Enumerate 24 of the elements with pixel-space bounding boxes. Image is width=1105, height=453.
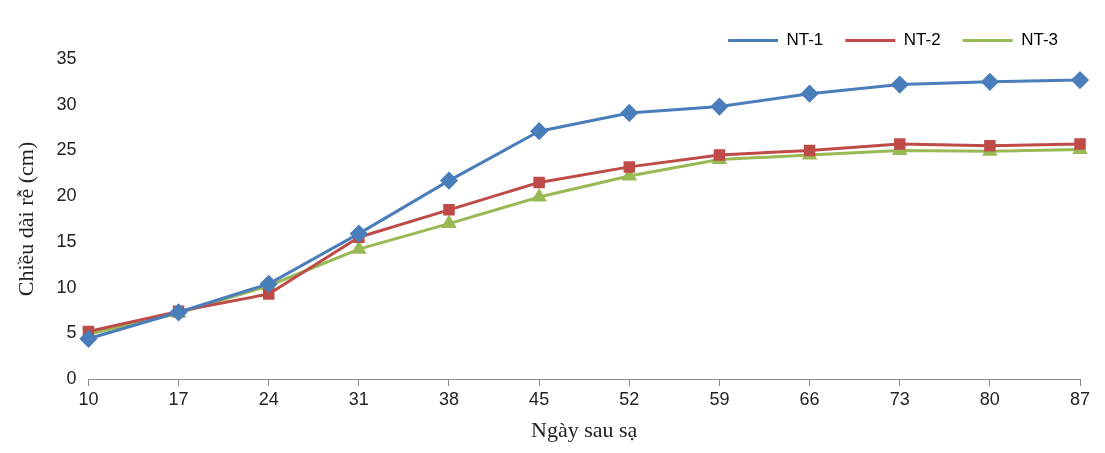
x-tick-label: 80 xyxy=(979,388,1000,409)
x-tick-label: 24 xyxy=(258,388,279,409)
y-tick-label: 25 xyxy=(56,139,77,160)
x-tick-label: 59 xyxy=(709,388,730,409)
y-axis-title: Chiều dài rễ (cm) xyxy=(12,141,38,297)
y-tick-label: 20 xyxy=(56,185,77,206)
x-tick-label: 52 xyxy=(619,388,640,409)
y-tick-label: 0 xyxy=(66,367,77,388)
y-tick-label: 30 xyxy=(56,93,77,114)
x-tick-label: 31 xyxy=(348,388,369,409)
y-tick-label: 15 xyxy=(56,230,77,251)
x-tick-label: 17 xyxy=(168,388,189,409)
legend-label: NT-3 xyxy=(1021,30,1058,50)
legend-label: NT-2 xyxy=(903,30,941,50)
x-tick-label: 66 xyxy=(799,388,820,409)
y-tick-label: 5 xyxy=(66,322,77,343)
x-tick-label: 45 xyxy=(529,388,550,409)
x-tick-label: 38 xyxy=(438,388,460,409)
legend-label: NT-1 xyxy=(786,30,824,50)
x-tick-label: 87 xyxy=(1069,388,1091,409)
x-tick-label: 73 xyxy=(889,388,910,409)
y-tick-label: 10 xyxy=(56,276,77,297)
y-tick-label: 35 xyxy=(56,47,77,68)
x-axis-title: Ngày sau sạ xyxy=(531,416,638,442)
